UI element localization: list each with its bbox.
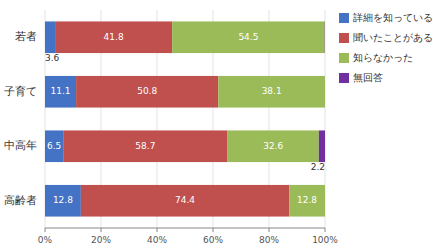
data-label: 6.5 <box>47 141 61 151</box>
data-label: 54.5 <box>238 32 258 42</box>
legend-label: 詳細を知っている <box>353 12 433 23</box>
tick-label: 80% <box>259 235 279 245</box>
legend-label: 聞いたことがある <box>353 32 433 43</box>
tick-mark <box>101 228 102 232</box>
bar-segment <box>45 185 81 217</box>
data-label: 74.4 <box>175 195 195 205</box>
bar-segment <box>55 21 172 53</box>
tick-label: 60% <box>203 235 223 245</box>
bars <box>45 21 325 216</box>
bar-segment <box>81 185 289 217</box>
data-label: 41.8 <box>104 32 124 42</box>
legend-swatch <box>339 73 349 83</box>
data-label: 12.8 <box>297 195 317 205</box>
data-label: 11.1 <box>51 86 71 96</box>
bar-segment <box>324 21 325 53</box>
data-label: 38.1 <box>262 86 282 96</box>
legend-swatch <box>339 33 349 43</box>
data-label: 32.6 <box>263 141 283 151</box>
axis-line <box>45 228 325 229</box>
data-labels: 3.6 11.1 6.5 12.8 41.8 50.8 58.7 74.4 54.5 38.1 32… <box>45 32 325 206</box>
category-label: 中高年 <box>4 139 37 152</box>
chart: 若者子育て中高年高齢者 詳細を知っている聞いたことがある知らなかった無回答 0% 20… <box>0 0 433 252</box>
data-label: 12.8 <box>53 195 73 205</box>
tick-mark <box>325 228 326 232</box>
bar-segment <box>218 76 325 108</box>
bar-segment <box>76 76 218 108</box>
tick-label: 0% <box>38 235 53 245</box>
tick-mark <box>45 228 46 232</box>
bar-segment <box>325 185 326 217</box>
bar-segment <box>45 76 76 108</box>
data-label: 50.8 <box>137 86 157 96</box>
tick-label: 20% <box>91 235 111 245</box>
data-label: 2.2 <box>311 162 325 172</box>
bar-segment <box>319 130 325 162</box>
bar-segment <box>63 130 227 162</box>
tick-mark <box>157 228 158 232</box>
data-label: 3.6 <box>45 53 60 63</box>
bar-segment <box>172 21 325 53</box>
bar-segment <box>228 130 319 162</box>
tick-mark <box>213 228 214 232</box>
data-label: 58.7 <box>135 141 155 151</box>
legend-label: 知らなかった <box>353 52 413 63</box>
bar-segment <box>325 76 326 108</box>
legend-swatch <box>339 53 349 63</box>
category-label: 子育て <box>4 85 37 98</box>
tick-label: 40% <box>147 235 167 245</box>
tick-label: 100% <box>312 235 338 245</box>
tick-mark <box>269 228 270 232</box>
category-label: 高齢者 <box>4 194 37 207</box>
bar-segment <box>45 130 63 162</box>
bar-segment <box>45 21 55 53</box>
bar-segment <box>289 185 325 217</box>
category-label: 若者 <box>15 30 37 43</box>
legend-label: 無回答 <box>353 72 383 83</box>
grid <box>45 10 325 228</box>
legend-swatch <box>339 13 349 23</box>
